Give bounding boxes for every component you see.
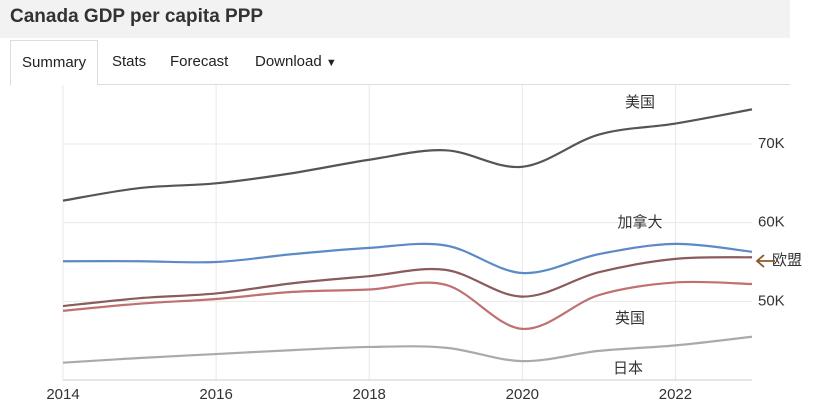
series-line — [62, 256, 753, 308]
tab[interactable]: Summary — [10, 40, 99, 86]
series-line — [62, 108, 753, 202]
x-tick-label: 2016 — [199, 386, 232, 403]
x-tick-label: 2014 — [46, 386, 79, 403]
tab[interactable]: Stats — [112, 53, 147, 70]
series-pointer-arrow — [755, 254, 775, 268]
y-tick-label: 50K — [758, 292, 785, 309]
tab-bar: Summary Stats Forecast Download ▼ — [10, 40, 790, 86]
series-label: 日本 — [613, 360, 643, 377]
series-label: 美国 — [625, 94, 655, 111]
page-title: Canada GDP per capita PPP — [10, 6, 264, 27]
series-line — [62, 280, 753, 330]
series-label: 欧盟 — [772, 252, 802, 269]
series-line — [62, 242, 753, 275]
series-line — [62, 335, 753, 364]
tab[interactable]: Forecast — [170, 53, 229, 70]
dropdown-caret: ▼ — [325, 57, 337, 69]
tab[interactable]: Download ▼ — [244, 40, 348, 83]
y-tick-label: 70K — [758, 135, 785, 152]
title-bar: Canada GDP per capita PPP — [0, 0, 790, 38]
series-label: 加拿大 — [617, 213, 662, 231]
x-tick-label: 2018 — [353, 386, 386, 403]
x-tick-label: 2020 — [506, 386, 539, 403]
series-label: 英国 — [615, 309, 645, 327]
y-tick-label: 60K — [758, 214, 785, 231]
x-tick-label: 2022 — [659, 386, 692, 403]
tab-label[interactable]: Download — [255, 53, 322, 70]
